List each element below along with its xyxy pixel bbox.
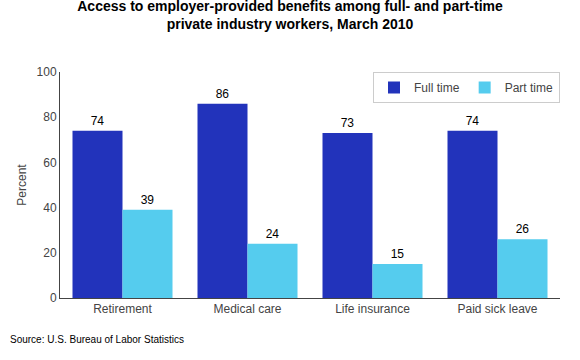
svg-text:15: 15 xyxy=(391,247,405,261)
svg-text:Percent: Percent xyxy=(15,164,29,206)
svg-text:Retirement: Retirement xyxy=(93,302,152,316)
svg-text:Full time: Full time xyxy=(414,81,460,95)
svg-text:40: 40 xyxy=(43,201,57,215)
svg-text:Paid sick leave: Paid sick leave xyxy=(457,302,537,316)
svg-text:74: 74 xyxy=(91,114,105,128)
svg-text:20: 20 xyxy=(43,246,57,260)
svg-text:39: 39 xyxy=(141,193,155,207)
svg-text:Life insurance: Life insurance xyxy=(335,302,410,316)
svg-text:73: 73 xyxy=(341,116,355,130)
svg-text:60: 60 xyxy=(43,156,57,170)
svg-text:100: 100 xyxy=(37,65,57,79)
svg-text:0: 0 xyxy=(50,291,57,305)
svg-text:24: 24 xyxy=(266,227,280,241)
svg-text:74: 74 xyxy=(466,114,480,128)
svg-text:86: 86 xyxy=(216,87,230,101)
svg-text:26: 26 xyxy=(516,222,530,236)
svg-text:80: 80 xyxy=(43,110,57,124)
svg-text:Access to employer-provided be: Access to employer-provided benefits amo… xyxy=(77,0,503,32)
svg-text:Medical care: Medical care xyxy=(213,302,281,316)
svg-text:Source: U.S. Bureau of Labor S: Source: U.S. Bureau of Labor Statistics xyxy=(10,334,184,345)
svg-text:Part time: Part time xyxy=(505,81,553,95)
